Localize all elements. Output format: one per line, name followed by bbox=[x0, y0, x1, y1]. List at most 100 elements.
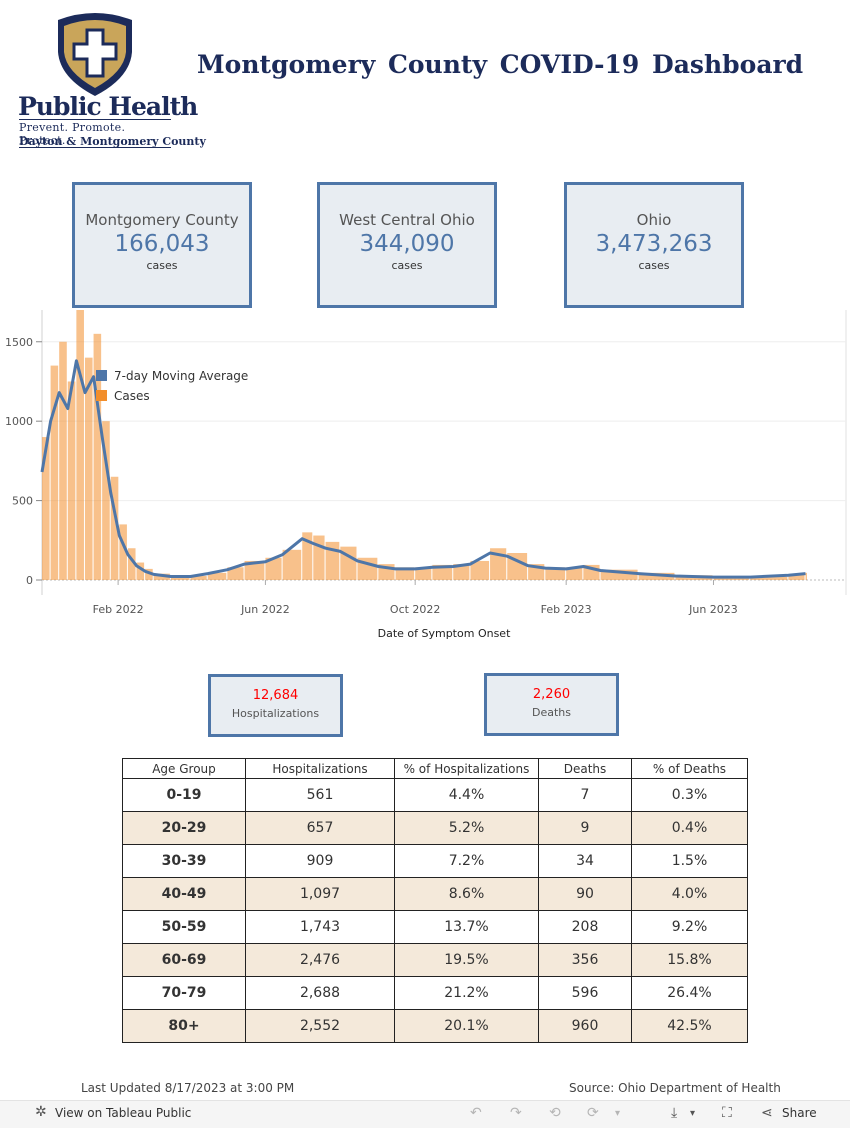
column-header-deaths[interactable]: Deaths bbox=[538, 758, 632, 779]
cases-bar[interactable] bbox=[102, 421, 110, 580]
fullscreen-icon[interactable]: ⛶ bbox=[722, 1105, 732, 1121]
cell-pct-deaths: 4.0% bbox=[631, 877, 748, 911]
kpi-value: 166,043 bbox=[114, 231, 210, 257]
x-tick-label: Feb 2023 bbox=[541, 603, 592, 616]
cases-bar[interactable] bbox=[207, 572, 227, 580]
cases-bar[interactable] bbox=[145, 568, 153, 580]
cell-hospitalizations: 2,552 bbox=[245, 1009, 395, 1043]
kpi-region: West Central Ohio bbox=[339, 211, 475, 229]
deaths-total[interactable]: 2,260 Deaths bbox=[484, 673, 619, 736]
cell-pct-hospitalizations: 8.6% bbox=[394, 877, 539, 911]
cases-bar[interactable] bbox=[432, 564, 453, 580]
column-header-pct-hospitalizations[interactable]: % of Hospitalizations bbox=[394, 758, 539, 779]
cases-bar[interactable] bbox=[302, 532, 313, 580]
cell-age-group: 80+ bbox=[122, 1009, 246, 1043]
cell-hospitalizations: 561 bbox=[245, 778, 395, 812]
cases-bar[interactable] bbox=[244, 560, 265, 580]
cases-bar[interactable] bbox=[470, 560, 490, 580]
legend-swatch-moving-average bbox=[96, 370, 107, 381]
cases-bar[interactable] bbox=[59, 341, 67, 580]
redo-icon[interactable]: ↷ bbox=[510, 1105, 522, 1121]
cell-hospitalizations: 1,743 bbox=[245, 910, 395, 944]
cell-hospitalizations: 1,097 bbox=[245, 877, 395, 911]
table-row: 80+ 2,552 20.1% 960 42.5% bbox=[122, 1009, 748, 1043]
cell-pct-hospitalizations: 20.1% bbox=[394, 1009, 539, 1043]
cases-bar[interactable] bbox=[313, 535, 325, 580]
cases-bar[interactable] bbox=[805, 572, 807, 580]
cell-pct-hospitalizations: 19.5% bbox=[394, 943, 539, 977]
cases-bar[interactable] bbox=[42, 437, 50, 580]
logo-name: Public Health bbox=[18, 92, 198, 121]
chevron-down-icon[interactable]: ▾ bbox=[615, 1108, 621, 1119]
logo-subtitle: Dayton & Montgomery County bbox=[19, 135, 206, 148]
page-title: Montgomery County COVID-19 Dashboard bbox=[197, 50, 804, 79]
cases-bar[interactable] bbox=[750, 576, 788, 580]
cases-bar[interactable] bbox=[93, 333, 102, 580]
cell-deaths: 90 bbox=[538, 877, 632, 911]
cell-pct-deaths: 0.4% bbox=[631, 811, 748, 845]
kpi-west-central-ohio[interactable]: West Central Ohio 344,090 cases bbox=[317, 182, 497, 308]
cases-bar[interactable] bbox=[788, 574, 805, 580]
table-row: 40-49 1,097 8.6% 90 4.0% bbox=[122, 877, 748, 911]
moving-average-line[interactable] bbox=[40, 359, 806, 579]
chart-legend[interactable]: 7-day Moving Average Cases bbox=[96, 369, 248, 403]
chevron-down-icon[interactable]: ▾ bbox=[690, 1108, 696, 1119]
cases-bar[interactable] bbox=[282, 549, 302, 580]
cases-bar[interactable] bbox=[395, 567, 415, 580]
deaths-label: Deaths bbox=[532, 706, 571, 719]
cases-bar[interactable] bbox=[127, 548, 136, 580]
cases-bar[interactable] bbox=[190, 576, 207, 580]
x-axis-title: Date of Symptom Onset bbox=[377, 627, 511, 640]
kpi-unit: cases bbox=[638, 259, 670, 272]
cell-age-group: 40-49 bbox=[122, 877, 246, 911]
revert-icon[interactable]: ⟲ bbox=[549, 1105, 561, 1121]
cases-bar[interactable] bbox=[566, 567, 583, 580]
cases-bar[interactable] bbox=[50, 365, 59, 580]
moving-average-line-layer bbox=[40, 359, 806, 579]
cases-bar[interactable] bbox=[119, 524, 127, 580]
cell-age-group: 70-79 bbox=[122, 976, 246, 1010]
cases-bar[interactable] bbox=[638, 572, 675, 580]
cell-pct-hospitalizations: 7.2% bbox=[394, 844, 539, 878]
cell-pct-deaths: 9.2% bbox=[631, 910, 748, 944]
kpi-ohio[interactable]: Ohio 3,473,263 cases bbox=[564, 182, 744, 308]
hospitalizations-value: 12,684 bbox=[252, 688, 299, 703]
cell-pct-hospitalizations: 4.4% bbox=[394, 778, 539, 812]
hospitalizations-total[interactable]: 12,684 Hospitalizations bbox=[208, 674, 343, 737]
column-header-pct-deaths[interactable]: % of Deaths bbox=[631, 758, 748, 779]
cases-bar[interactable] bbox=[265, 557, 282, 580]
cases-bars bbox=[42, 310, 807, 580]
table-row: 20-29 657 5.2% 9 0.4% bbox=[122, 811, 748, 845]
x-tick-label: Jun 2023 bbox=[688, 603, 738, 616]
cell-pct-hospitalizations: 5.2% bbox=[394, 811, 539, 845]
cases-bar[interactable] bbox=[84, 357, 93, 580]
cases-bar[interactable] bbox=[136, 562, 145, 580]
tableau-toolbar bbox=[0, 1100, 850, 1128]
x-tick-label: Jun 2022 bbox=[240, 603, 290, 616]
refresh-icon[interactable]: ⟳ bbox=[587, 1105, 599, 1121]
cases-bar[interactable] bbox=[545, 567, 566, 580]
view-on-tableau-link[interactable]: View on Tableau Public bbox=[55, 1106, 192, 1120]
cases-bar[interactable] bbox=[227, 567, 244, 580]
download-icon[interactable]: ⤓ bbox=[671, 1105, 678, 1121]
cases-bar[interactable] bbox=[170, 576, 190, 580]
x-tick-label: Oct 2022 bbox=[390, 603, 441, 616]
undo-icon[interactable]: ↶ bbox=[470, 1105, 482, 1121]
share-icon[interactable]: ⋖ bbox=[761, 1105, 773, 1121]
cell-pct-hospitalizations: 21.2% bbox=[394, 976, 539, 1010]
y-tick-label: 0 bbox=[26, 574, 33, 587]
cases-bar[interactable] bbox=[453, 564, 470, 580]
cases-bar[interactable] bbox=[415, 567, 432, 580]
cases-bar[interactable] bbox=[600, 569, 638, 580]
column-header-age-group[interactable]: Age Group bbox=[122, 758, 246, 779]
share-button[interactable]: Share bbox=[782, 1106, 817, 1120]
x-tick-label: Feb 2022 bbox=[93, 603, 144, 616]
kpi-montgomery-county[interactable]: Montgomery County 166,043 cases bbox=[72, 182, 252, 308]
cell-hospitalizations: 657 bbox=[245, 811, 395, 845]
cases-bar[interactable] bbox=[67, 381, 76, 580]
column-header-hospitalizations[interactable]: Hospitalizations bbox=[245, 758, 395, 779]
cases-bar[interactable] bbox=[76, 310, 84, 580]
cases-bar[interactable] bbox=[110, 476, 119, 580]
table-header-row: Age Group Hospitalizations % of Hospital… bbox=[122, 758, 748, 779]
